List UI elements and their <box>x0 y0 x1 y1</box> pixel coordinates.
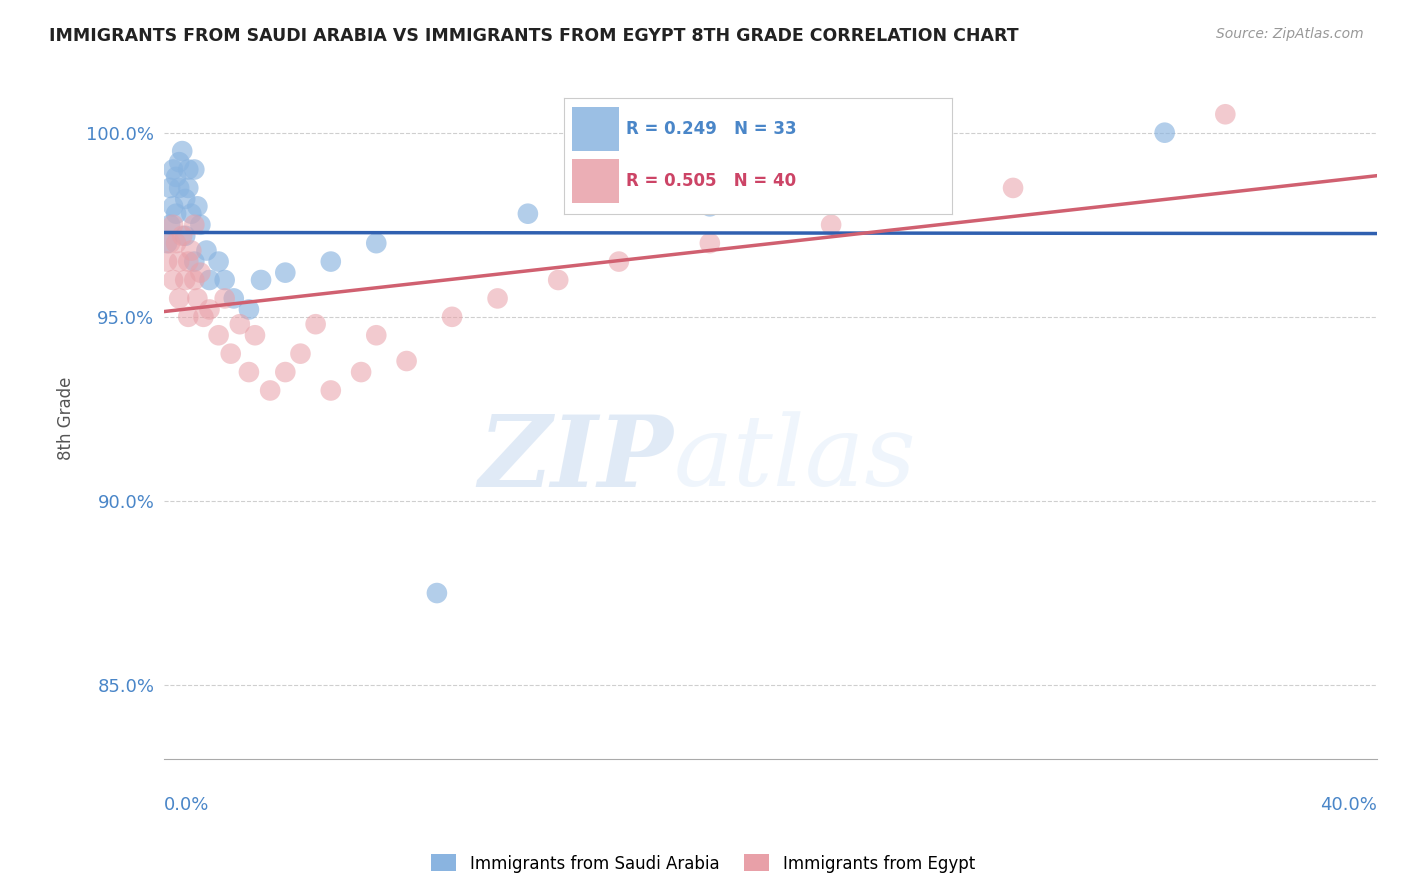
Point <box>238 302 260 317</box>
Point <box>229 317 252 331</box>
Legend: Immigrants from Saudi Arabia, Immigrants from Egypt: Immigrants from Saudi Arabia, Immigrants… <box>425 847 981 880</box>
Point <box>350 365 373 379</box>
Point <box>366 236 388 251</box>
Point <box>366 328 388 343</box>
Point <box>193 310 215 324</box>
Point <box>165 236 187 251</box>
Point <box>177 181 200 195</box>
Point <box>165 207 187 221</box>
Point <box>186 292 208 306</box>
Point <box>167 254 190 268</box>
Point <box>198 273 221 287</box>
Text: ZIP: ZIP <box>478 410 673 508</box>
Text: IMMIGRANTS FROM SAUDI ARABIA VS IMMIGRANTS FROM EGYPT 8TH GRADE CORRELATION CHAR: IMMIGRANTS FROM SAUDI ARABIA VS IMMIGRAN… <box>49 27 1019 45</box>
Point <box>250 273 273 287</box>
Point <box>190 218 212 232</box>
Point <box>699 199 721 213</box>
Point <box>607 254 630 268</box>
Point <box>174 192 197 206</box>
Point <box>319 254 342 268</box>
Point <box>177 162 200 177</box>
Point <box>156 254 179 268</box>
Point <box>1153 126 1175 140</box>
Point <box>195 244 218 258</box>
Point <box>1002 181 1025 195</box>
Point <box>172 144 194 158</box>
Point <box>180 207 202 221</box>
Point <box>441 310 464 324</box>
Y-axis label: 8th Grade: 8th Grade <box>58 376 75 459</box>
Point <box>174 228 197 243</box>
Point <box>172 228 194 243</box>
Point <box>167 181 190 195</box>
Point <box>274 266 297 280</box>
Point <box>177 310 200 324</box>
Point <box>1213 107 1236 121</box>
Point <box>156 236 179 251</box>
Point <box>274 365 297 379</box>
Point <box>167 155 190 169</box>
Point <box>186 199 208 213</box>
Point <box>207 254 229 268</box>
Point <box>159 181 181 195</box>
Point <box>162 218 184 232</box>
Point <box>290 346 312 360</box>
Point <box>547 273 569 287</box>
Point <box>159 218 181 232</box>
Text: Source: ZipAtlas.com: Source: ZipAtlas.com <box>1216 27 1364 41</box>
Point <box>243 328 266 343</box>
Point <box>820 218 842 232</box>
Point <box>183 254 205 268</box>
Point <box>699 236 721 251</box>
Point <box>165 169 187 184</box>
Point <box>190 266 212 280</box>
Point <box>426 586 449 600</box>
Point <box>222 292 245 306</box>
Point <box>304 317 326 331</box>
Point <box>162 162 184 177</box>
Point <box>180 244 202 258</box>
Text: 0.0%: 0.0% <box>165 797 209 814</box>
Point <box>162 199 184 213</box>
Point <box>319 384 342 398</box>
Point <box>183 273 205 287</box>
Point <box>486 292 509 306</box>
Point <box>214 292 236 306</box>
Text: atlas: atlas <box>673 411 917 507</box>
Point <box>395 354 418 368</box>
Point <box>162 273 184 287</box>
Point <box>174 273 197 287</box>
Point <box>259 384 281 398</box>
Point <box>219 346 242 360</box>
Point <box>183 218 205 232</box>
Point <box>238 365 260 379</box>
Point <box>183 162 205 177</box>
Point <box>177 254 200 268</box>
Point <box>516 207 538 221</box>
Point <box>207 328 229 343</box>
Text: 40.0%: 40.0% <box>1320 797 1376 814</box>
Point <box>167 292 190 306</box>
Point <box>159 236 181 251</box>
Point <box>214 273 236 287</box>
Point <box>198 302 221 317</box>
